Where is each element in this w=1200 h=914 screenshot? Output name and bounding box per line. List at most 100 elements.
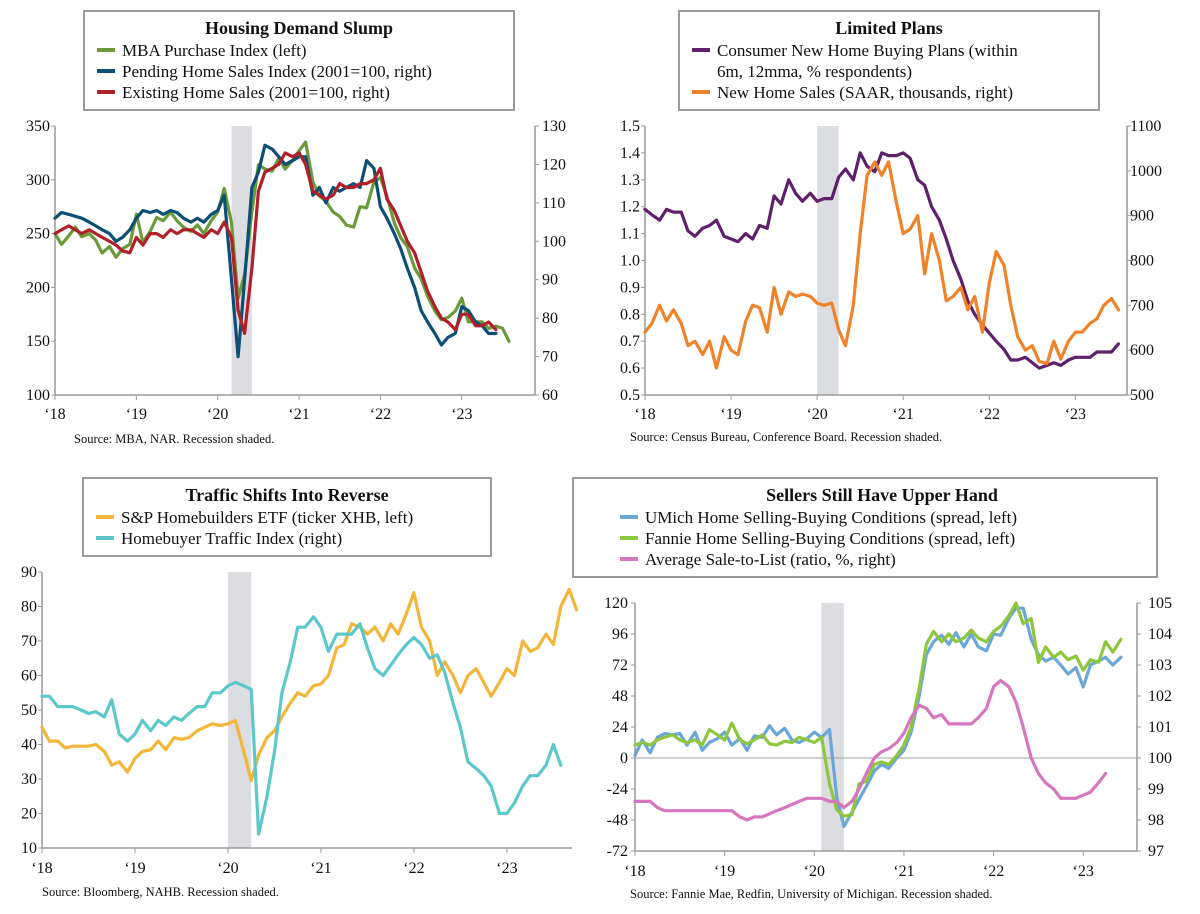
x-tick-label: ‘19 (720, 406, 741, 423)
x-tick-label: ‘19 (126, 406, 147, 423)
y-tick-label-right: 130 (542, 118, 566, 135)
chart-panel-limited-plans: 1.5 1.4 1.3 1.2 1.1 1.0 0.9 0.8 0.7 0.6 0.5 1100 100… (600, 0, 1200, 457)
y-tick-label-left: 0 (620, 750, 628, 767)
legend-item-new-home-sales: New Home Sales (SAAR, thousands, right) (692, 82, 1086, 103)
y-tick-label-right: 1100 (1130, 118, 1161, 135)
series-line-0 (633, 606, 1123, 829)
y-tick-label-left: 0.8 (620, 306, 640, 323)
chart-sellers: 120 96 72 48 24 0 -24 -48 -72 105 104 103 102 101 100 9… (604, 595, 1172, 880)
y-tick-label-left: -24 (607, 781, 628, 798)
y-tick-label-left: 20 (21, 806, 37, 823)
y-tick-label-left: 120 (604, 595, 628, 612)
y-tick-label-left: 1.4 (620, 145, 640, 162)
source-note: Source: Census Bureau, Conference Board.… (630, 430, 943, 444)
series-line-1 (643, 160, 1121, 370)
x-tick-label: ‘23 (451, 406, 472, 423)
y-tick-label-left: 1.1 (620, 226, 640, 243)
y-tick-label-right: 900 (1130, 208, 1154, 225)
chart-title: Sellers Still Have Upper Hand (766, 485, 998, 505)
x-tick-label: ‘20 (806, 406, 827, 423)
y-tick-label-left: 1.0 (620, 253, 640, 270)
y-tick-label-right: 500 (1130, 387, 1154, 404)
y-tick-label-left: 48 (612, 688, 628, 705)
y-tick-label-right: 97 (1148, 843, 1164, 860)
recession-band (821, 603, 844, 851)
y-tick-label-right: 1000 (1130, 163, 1162, 180)
x-tick-label: ‘23 (1073, 863, 1094, 880)
y-tick-label-right: 105 (1148, 595, 1172, 612)
series-line-1 (40, 615, 563, 836)
legend-item-sale-to-list: Average Sale-to-List (ratio, %, right) (620, 549, 1144, 570)
y-tick-label-right: 98 (1148, 812, 1164, 829)
x-tick-label: ‘21 (288, 406, 309, 423)
series-line-0 (40, 587, 579, 783)
source-note: Source: Bloomberg, NAHB. Recession shade… (42, 885, 279, 899)
x-tick-label: ‘18 (624, 863, 645, 880)
y-tick-label-left: 0.6 (620, 360, 640, 377)
chart-title: Traffic Shifts Into Reverse (185, 485, 389, 505)
y-tick-label-right: 90 (542, 272, 558, 289)
legend-box: Traffic Shifts Into Reverse S&P Homebuil… (82, 477, 492, 557)
series-line-2 (633, 678, 1108, 822)
x-tick-label: ‘22 (983, 863, 1004, 880)
chart-title: Housing Demand Slump (204, 18, 394, 38)
y-tick-label-right: 100 (1148, 750, 1172, 767)
legend-item-umich: UMich Home Selling-Buying Conditions (sp… (620, 507, 1144, 528)
y-tick-label-right: 99 (1148, 781, 1164, 798)
y-tick-label-left: 0.9 (620, 279, 640, 296)
legend-item-fannie: Fannie Home Selling-Buying Conditions (s… (620, 528, 1144, 549)
y-tick-label-right: 80 (542, 310, 558, 327)
legend-item-xhb: S&P Homebuilders ETF (ticker XHB, left) (96, 507, 478, 528)
source-note: Source: MBA, NAR. Recession shaded. (74, 432, 275, 446)
y-tick-label-left: 1.2 (620, 199, 640, 216)
x-tick-label: ‘18 (634, 406, 655, 423)
x-tick-label: ‘22 (403, 860, 424, 877)
series-line-1 (633, 601, 1123, 818)
series-line-1 (53, 143, 498, 359)
series-line-0 (643, 151, 1121, 370)
x-tick-label: ‘18 (44, 406, 65, 423)
x-tick-label: ‘20 (804, 863, 825, 880)
y-tick-label-left: 60 (21, 668, 37, 685)
legend-box: Housing Demand Slump MBA Purchase Index … (83, 10, 515, 111)
x-tick-label: ‘22 (979, 406, 1000, 423)
y-tick-label-left: 30 (21, 771, 37, 788)
y-tick-label-right: 60 (542, 387, 558, 404)
x-tick-label: ‘23 (496, 860, 517, 877)
y-tick-label-left: 250 (26, 226, 50, 243)
legend-box: Sellers Still Have Upper Hand UMich Home… (572, 477, 1158, 578)
legend-item-mba: MBA Purchase Index (left) (97, 40, 501, 61)
x-tick-label: ‘18 (31, 860, 52, 877)
series-line-0 (53, 140, 511, 343)
y-tick-label-right: 800 (1130, 253, 1154, 270)
y-tick-label-right: 700 (1130, 297, 1154, 314)
y-tick-label-right: 120 (542, 156, 566, 173)
x-tick-label: ‘21 (893, 863, 914, 880)
y-tick-label-left: 1.3 (620, 172, 640, 189)
y-tick-label-left: 0.5 (620, 387, 640, 404)
x-tick-label: ‘19 (124, 860, 145, 877)
series-line-2 (53, 151, 498, 336)
legend-item-buying-plans: Consumer New Home Buying Plans (within 6… (692, 40, 1086, 82)
y-tick-label-right: 110 (542, 195, 565, 212)
x-tick-label: ‘21 (310, 860, 331, 877)
y-tick-label-right: 100 (542, 233, 566, 250)
y-tick-label-left: 40 (21, 737, 37, 754)
y-tick-label-left: 150 (26, 333, 50, 350)
legend-item-traffic: Homebuyer Traffic Index (right) (96, 528, 478, 549)
y-tick-label-left: 72 (612, 657, 628, 674)
y-tick-label-right: 103 (1148, 657, 1172, 674)
y-tick-label-right: 101 (1148, 719, 1172, 736)
chart-panel-sellers: 120 96 72 48 24 0 -24 -48 -72 105 104 103 102 101 100 9… (572, 457, 1200, 914)
recession-band (227, 572, 252, 848)
chart-panel-traffic: 90 80 70 60 50 40 30 20 10 ‘18 ‘19 ‘20 ‘21 ‘22 ‘23 Tra… (0, 457, 600, 914)
chart-panel-housing-demand: 350 300 250 200 150 100 130 120 110 100 90 80 70 60 ‘1… (0, 0, 600, 457)
y-tick-label-left: 96 (612, 626, 628, 643)
y-tick-label-left: 24 (612, 719, 628, 736)
legend-item-pending: Pending Home Sales Index (2001=100, righ… (97, 61, 501, 82)
y-tick-label-left: 90 (21, 564, 37, 581)
x-tick-label: ‘23 (1065, 406, 1086, 423)
legend-box: Limited Plans Consumer New Home Buying P… (678, 10, 1100, 111)
x-tick-label: ‘19 (714, 863, 735, 880)
y-tick-label-left: 0.7 (620, 333, 640, 350)
